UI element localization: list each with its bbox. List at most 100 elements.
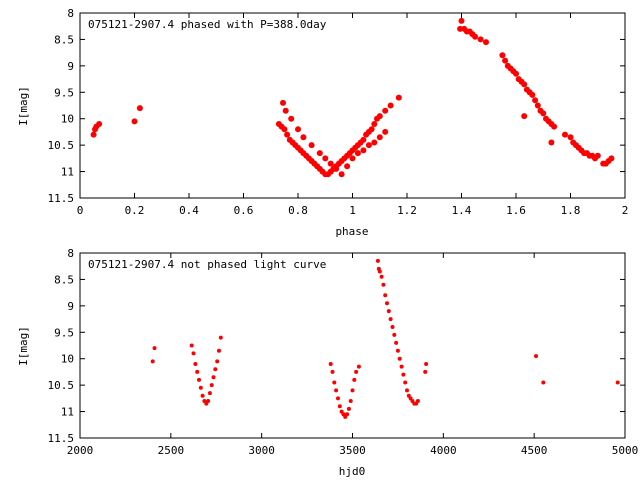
data-point xyxy=(424,362,429,366)
data-point xyxy=(211,375,216,380)
y-tick-label: 10 xyxy=(61,353,74,366)
y-tick-label: 10.5 xyxy=(48,379,75,392)
x-tick-label: 1.4 xyxy=(452,204,472,217)
data-point xyxy=(332,380,337,385)
data-point xyxy=(385,301,389,306)
data-point xyxy=(403,380,408,385)
x-tick-label: 1.8 xyxy=(561,204,581,217)
x-tick-label: 2 xyxy=(622,204,629,217)
plot-frame xyxy=(79,252,626,439)
data-point xyxy=(338,171,345,178)
x-tick-label: 0 xyxy=(77,204,84,217)
data-point xyxy=(280,99,286,106)
data-points xyxy=(90,17,615,178)
y-axis-ticks: 8 8.5 9 9.5 10 10.5 11 11.5 xyxy=(48,7,625,205)
data-point xyxy=(423,369,428,374)
data-point xyxy=(615,380,620,385)
data-point xyxy=(521,81,528,88)
data-point xyxy=(521,113,528,120)
data-point xyxy=(390,325,395,329)
data-point xyxy=(567,134,574,141)
data-point xyxy=(334,388,339,393)
data-point xyxy=(360,136,367,143)
data-point xyxy=(198,385,203,390)
data-point xyxy=(371,121,378,127)
data-point xyxy=(594,152,601,159)
data-point xyxy=(382,107,389,114)
chart-title: 075121-2907.4 phased with P=388.0day xyxy=(88,18,327,31)
data-point xyxy=(386,309,391,314)
data-point xyxy=(394,340,399,345)
data-point xyxy=(395,348,400,353)
data-points xyxy=(150,258,620,419)
x-tick-label: 2000 xyxy=(67,444,94,457)
y-axis-label: I[mag] xyxy=(17,86,30,126)
x-tick-label: 5000 xyxy=(612,444,639,457)
data-point xyxy=(376,113,383,120)
data-point xyxy=(371,139,378,146)
y-tick-label: 9 xyxy=(67,300,74,313)
data-point xyxy=(322,155,329,162)
data-point xyxy=(213,367,218,372)
data-point xyxy=(562,131,568,138)
data-point xyxy=(381,282,386,287)
data-point xyxy=(529,91,536,98)
data-point xyxy=(200,393,205,398)
x-tick-label: 3000 xyxy=(248,444,275,457)
data-point xyxy=(415,399,420,403)
data-point xyxy=(316,150,323,157)
x-tick-label: 0.2 xyxy=(125,204,145,217)
plot-frame xyxy=(79,12,626,199)
data-point xyxy=(218,335,223,340)
data-point xyxy=(195,369,200,374)
y-tick-label: 11.5 xyxy=(48,432,75,445)
data-point xyxy=(300,134,307,141)
data-point xyxy=(397,356,402,361)
data-point xyxy=(217,348,221,353)
data-point xyxy=(352,377,357,382)
data-point xyxy=(150,359,155,364)
data-point xyxy=(388,317,393,322)
y-tick-label: 11 xyxy=(61,166,74,179)
data-point xyxy=(392,332,397,337)
data-point xyxy=(387,102,394,109)
y-tick-label: 9 xyxy=(67,60,74,73)
x-axis-ticks: 0 0.2 0.4 0.6 0.8 1 1.2 1.4 1.6 1.8 2 xyxy=(77,13,629,217)
data-point xyxy=(457,25,464,32)
data-point xyxy=(207,391,212,396)
x-axis-ticks: 2000 2500 3000 3500 4000 4500 5000 xyxy=(67,253,639,457)
data-point xyxy=(348,399,353,403)
data-point xyxy=(483,39,489,46)
unphased-light-curve-panel: 2000 2500 3000 3500 4000 4500 5000 8 8.5 9 9.5 10 1… xyxy=(17,247,638,478)
data-point xyxy=(206,399,211,403)
data-point xyxy=(472,33,479,40)
y-tick-label: 10.5 xyxy=(48,139,75,152)
chart-title: 075121-2907.4 not phased light curve xyxy=(88,258,326,271)
x-tick-label: 4500 xyxy=(521,444,548,457)
x-tick-label: 1.6 xyxy=(506,204,526,217)
x-tick-label: 2500 xyxy=(158,444,185,457)
data-point xyxy=(295,126,301,133)
data-point xyxy=(499,52,506,59)
data-point xyxy=(288,115,295,122)
y-axis-ticks: 8 8.5 9 9.5 10 10.5 11 11.5 xyxy=(48,247,625,445)
data-point xyxy=(189,343,194,348)
data-point xyxy=(191,351,196,356)
data-point xyxy=(513,70,519,77)
data-point xyxy=(502,57,509,64)
data-point xyxy=(284,131,291,138)
y-tick-label: 11.5 xyxy=(48,192,75,205)
data-point xyxy=(377,269,382,274)
data-point xyxy=(354,369,359,374)
data-point xyxy=(209,383,214,388)
data-point xyxy=(382,128,389,135)
data-point xyxy=(401,372,406,377)
data-point xyxy=(458,17,465,24)
x-tick-label: 0.4 xyxy=(179,204,199,217)
x-tick-label: 3500 xyxy=(339,444,366,457)
data-point xyxy=(376,134,383,141)
data-point xyxy=(337,404,342,409)
data-point xyxy=(375,258,380,263)
y-axis-label: I[mag] xyxy=(17,326,30,366)
